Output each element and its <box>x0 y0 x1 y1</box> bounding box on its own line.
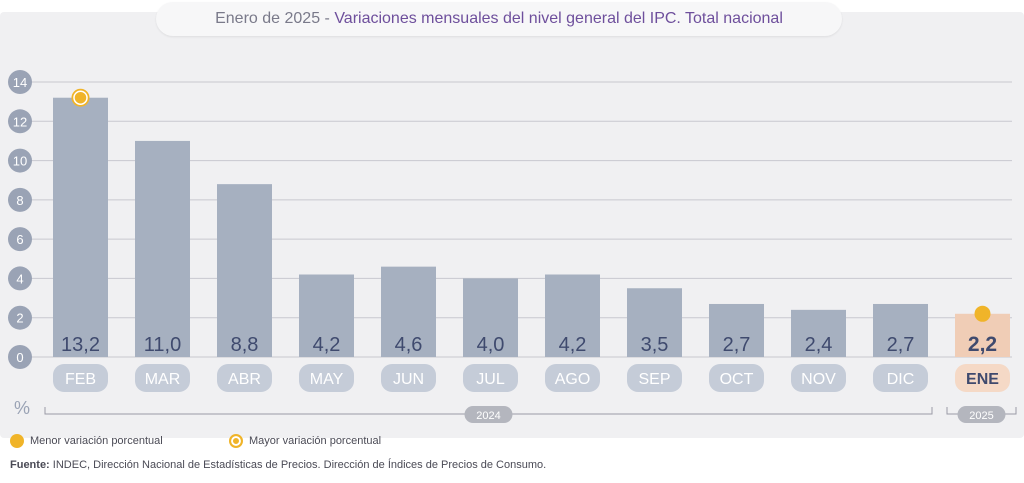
bar-value-label: 13,2 <box>61 334 100 356</box>
max-marker-ring <box>73 90 88 105</box>
y-tick-badge <box>8 187 32 212</box>
bar <box>463 278 518 357</box>
chart-title: Enero de 2025 - Variaciones mensuales de… <box>156 2 842 36</box>
bar <box>53 97 108 357</box>
bar <box>381 266 436 357</box>
bar-value-label: 8,8 <box>231 334 259 356</box>
category-pill <box>545 364 600 392</box>
category-label: ENE <box>966 371 999 388</box>
legend-min-label: Menor variación porcentual <box>30 435 163 447</box>
category-label: ABR <box>228 371 261 388</box>
category-label: MAY <box>310 371 344 388</box>
max-marker-icon <box>229 434 243 448</box>
bar <box>873 303 928 357</box>
category-label: MAR <box>145 371 181 388</box>
y-tick-label: 12 <box>13 114 27 129</box>
bar-value-label: 4,2 <box>559 334 587 356</box>
y-tick-label: 2 <box>16 311 23 326</box>
category-pill <box>463 364 518 392</box>
category-label: SEP <box>638 371 670 388</box>
category-label: AGO <box>555 371 591 388</box>
category-pill <box>873 364 928 392</box>
legend-min: Menor variación porcentual <box>10 432 163 450</box>
category-pill <box>217 364 272 392</box>
y-tick-label: 6 <box>16 232 23 247</box>
bar-value-label: 2,2 <box>968 333 997 356</box>
min-marker-icon <box>10 434 24 448</box>
category-pill <box>381 364 436 392</box>
category-label: JUN <box>393 371 424 388</box>
bar <box>217 184 272 357</box>
bar <box>299 274 354 357</box>
year-pill <box>464 406 513 423</box>
y-tick-badge <box>8 227 32 252</box>
category-pill <box>791 364 846 392</box>
bar <box>709 303 764 357</box>
y-tick-label: 0 <box>16 350 23 365</box>
category-pill <box>135 364 190 392</box>
title-main: Variaciones mensuales del nivel general … <box>334 10 783 27</box>
bar <box>135 140 190 357</box>
bar-value-label: 2,7 <box>887 334 915 356</box>
y-tick-badge <box>8 305 32 330</box>
category-pill <box>709 364 764 392</box>
category-pill <box>53 364 108 392</box>
title-prefix: Enero de 2025 - <box>215 10 335 27</box>
bar <box>545 274 600 357</box>
y-tick-label: 8 <box>16 193 23 208</box>
y-tick-badge <box>8 266 32 291</box>
y-tick-badge <box>8 109 32 134</box>
legend-max-label: Mayor variación porcentual <box>249 435 382 447</box>
year-pill <box>957 406 1006 423</box>
bar-value-label: 4,2 <box>313 334 341 356</box>
category-label: DIC <box>887 371 915 388</box>
source-text: INDEC, Dirección Nacional de Estadística… <box>49 459 547 471</box>
bar-value-label: 4,0 <box>477 334 505 356</box>
source-note: Fuente: INDEC, Dirección Nacional de Est… <box>10 459 546 471</box>
y-axis-unit: % <box>14 398 30 418</box>
category-label: OCT <box>720 371 754 388</box>
y-tick-label: 4 <box>16 271 23 286</box>
category-pill <box>627 364 682 392</box>
year-label: 2025 <box>969 410 993 422</box>
bar-value-label: 2,4 <box>805 334 833 356</box>
category-pill <box>955 364 1010 392</box>
y-tick-label: 14 <box>13 75 27 90</box>
category-label: NOV <box>801 371 836 388</box>
category-label: JUL <box>476 371 505 388</box>
category-pill <box>299 364 354 392</box>
min-marker <box>974 305 991 322</box>
bar-value-label: 4,6 <box>395 334 423 356</box>
bar <box>627 288 682 357</box>
legend-max: Mayor variación porcentual <box>229 432 381 450</box>
bar <box>791 309 846 357</box>
y-tick-badge <box>8 148 32 173</box>
bar-value-label: 2,7 <box>723 334 751 356</box>
year-label: 2024 <box>476 410 500 422</box>
bar-value-label: 3,5 <box>641 334 669 356</box>
y-tick-label: 10 <box>13 154 27 169</box>
source-label: Fuente: <box>10 459 50 471</box>
bar-value-label: 11,0 <box>144 334 181 356</box>
category-label: FEB <box>65 371 96 388</box>
y-tick-badge <box>8 70 32 94</box>
y-tick-badge <box>8 345 32 369</box>
